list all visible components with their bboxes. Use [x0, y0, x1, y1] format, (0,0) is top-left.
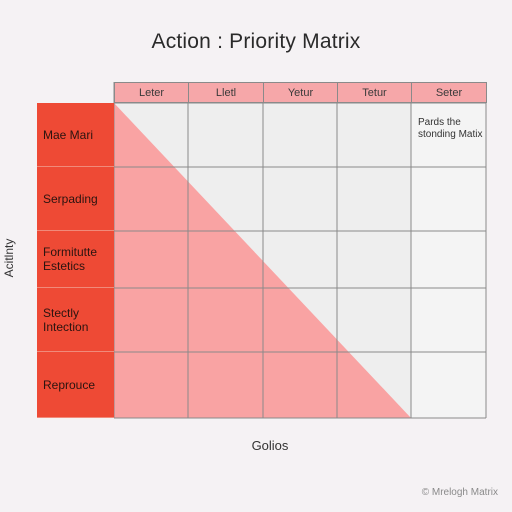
row-header: Serpading [37, 167, 114, 231]
column-header: Seter [411, 82, 487, 103]
row-header-label: Formitutte Estetics [43, 245, 98, 273]
page-title: Action : Priority Matrix [151, 30, 361, 53]
corner-note: Pards the stonding Matix [418, 117, 483, 140]
column-header: Tetur [337, 82, 412, 103]
row-header: Stectly Intection [37, 288, 114, 352]
watermark: © Mrelogh Matrix [421, 487, 498, 498]
x-axis-label: Golios [251, 438, 289, 453]
row-header-label: Stectly Intection [43, 305, 89, 334]
column-header: Yetur [263, 82, 338, 103]
row-header-label: Mae Mari [43, 127, 94, 142]
column-header: Leter [114, 82, 189, 103]
row-header: Mae Mari [37, 103, 114, 167]
row-header-label: Reprouce [43, 377, 96, 392]
row-header: Reprouce [37, 352, 114, 418]
y-axis-label: Acitlnty [2, 238, 16, 278]
row-header: Formitutte Estetics [37, 231, 114, 288]
row-header-label: Serpading [43, 191, 98, 206]
column-header: Lletl [188, 82, 264, 103]
